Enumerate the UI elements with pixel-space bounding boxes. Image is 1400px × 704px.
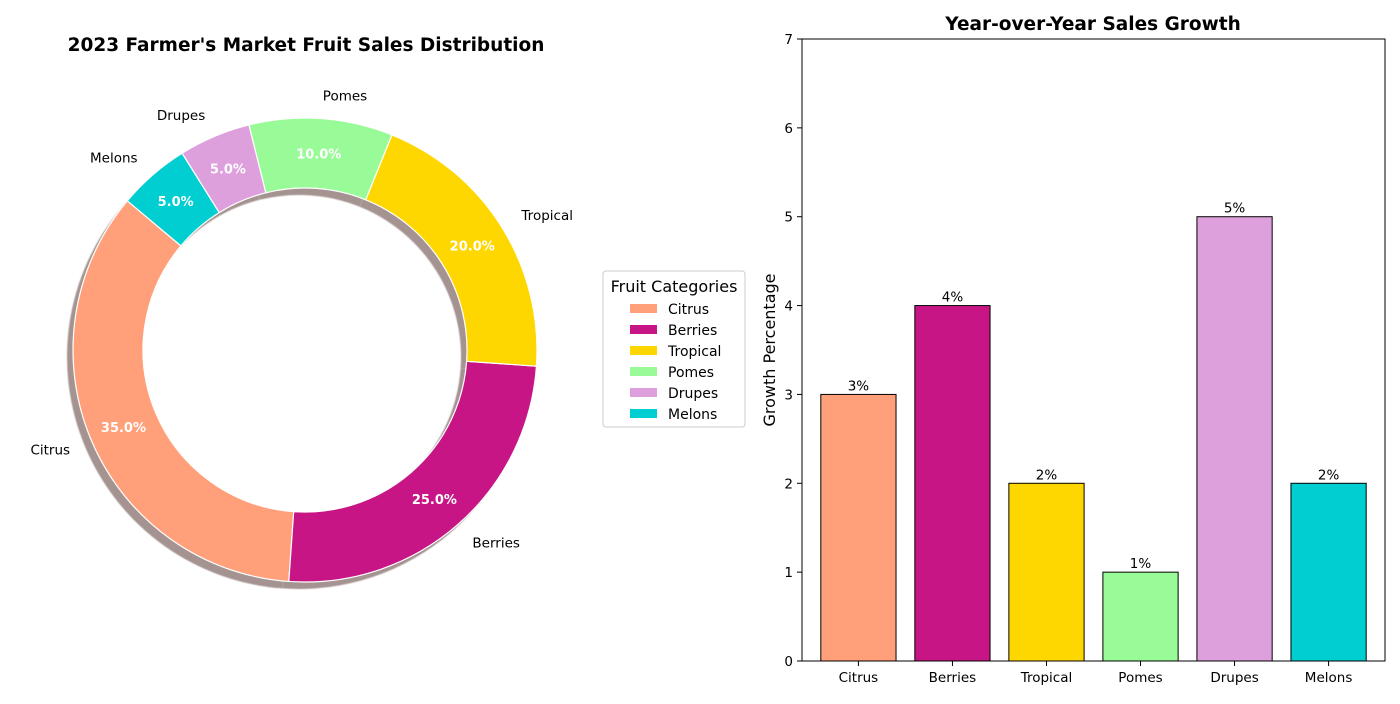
y-tick-label: 4 (784, 299, 793, 315)
bar-data-labels: 3% 4% 2% 1% 5% 2% (848, 201, 1340, 572)
x-tick-label: Melons (1305, 670, 1353, 686)
x-tick-label: Citrus (839, 670, 879, 686)
pie-pct-label: 5.0% (158, 195, 194, 210)
legend-entries: Citrus Berries Tropical Pomes Drupes Melons (630, 302, 721, 423)
pie-slice-citrus (72, 200, 295, 583)
pie-slice-melons (126, 152, 220, 247)
bar-chart-title: Year-over-Year Sales Growth (944, 14, 1241, 35)
legend-label: Berries (668, 323, 717, 339)
pie-pct-label: 10.0% (296, 147, 341, 162)
pie-pct-label: 5.0% (210, 162, 246, 177)
y-tick-label: 0 (784, 654, 793, 670)
pie-category-label: Berries (472, 536, 520, 552)
bar-data-label: 1% (1130, 556, 1152, 572)
pie-pct-label: 25.0% (412, 493, 457, 508)
bar-melons (1290, 482, 1367, 662)
pie-pct-label: 35.0% (101, 421, 146, 436)
y-tick-label: 1 (784, 565, 793, 581)
pie-labels: 35.0% Citrus 25.0% Berries 20.0% Tropical 10.0… (30, 88, 573, 551)
legend-swatch-melons (630, 409, 657, 418)
y-tick-label: 5 (784, 210, 793, 226)
x-tick-label: Pomes (1118, 670, 1162, 686)
bar-berries (914, 305, 991, 662)
legend-swatch-pomes (630, 367, 657, 376)
bar-data-label: 2% (1036, 467, 1058, 483)
pie-category-label: Tropical (520, 208, 573, 224)
x-axis-ticks: Citrus Berries Tropical Pomes Drupes Melons (839, 661, 1353, 686)
bar-tropical (1008, 482, 1085, 662)
legend-swatch-citrus (630, 304, 657, 313)
pie-category-label: Drupes (157, 108, 205, 124)
y-tick-label: 7 (784, 32, 793, 48)
x-tick-label: Drupes (1210, 670, 1258, 686)
x-tick-label: Tropical (1020, 670, 1073, 686)
pie-chart: 2023 Farmer's Market Fruit Sales Distrib… (30, 35, 573, 589)
y-axis-ticks: 0 1 2 3 4 5 6 7 (784, 32, 802, 670)
bar-pomes (1102, 571, 1179, 662)
y-tick-label: 6 (784, 121, 793, 137)
pie-chart-title: 2023 Farmer's Market Fruit Sales Distrib… (68, 35, 545, 56)
bar-citrus (820, 393, 897, 662)
bar-drupes (1196, 216, 1273, 662)
y-tick-label: 3 (784, 387, 793, 403)
pie-slices (72, 117, 538, 583)
pie-category-label: Citrus (30, 443, 70, 459)
legend-swatch-drupes (630, 388, 657, 397)
pie-category-label: Pomes (323, 88, 367, 104)
legend-label: Drupes (668, 386, 718, 402)
bar-data-label: 2% (1318, 467, 1340, 483)
bar-data-label: 3% (848, 378, 870, 394)
legend-swatch-berries (630, 325, 657, 334)
y-tick-label: 2 (784, 476, 793, 492)
legend-label: Tropical (667, 344, 721, 360)
legend-title: Fruit Categories (611, 277, 738, 296)
bar-chart: Year-over-Year Sales Growth Growth Perce… (760, 14, 1386, 686)
legend-label: Melons (668, 407, 717, 423)
legend-label: Pomes (668, 365, 714, 381)
y-axis-label: Growth Percentage (760, 273, 779, 426)
pie-pct-label: 20.0% (450, 239, 495, 254)
legend-label: Citrus (668, 302, 709, 318)
bar-data-label: 5% (1224, 201, 1246, 217)
bars (820, 216, 1367, 662)
pie-slice-berries (288, 360, 538, 583)
x-tick-label: Berries (929, 670, 977, 686)
pie-category-label: Melons (90, 150, 138, 166)
plot-frame (801, 38, 1386, 662)
legend-swatch-tropical (630, 346, 657, 355)
pie-legend: Fruit Categories Citrus Berries Tropical Po… (602, 270, 746, 428)
bar-data-label: 4% (942, 290, 964, 306)
